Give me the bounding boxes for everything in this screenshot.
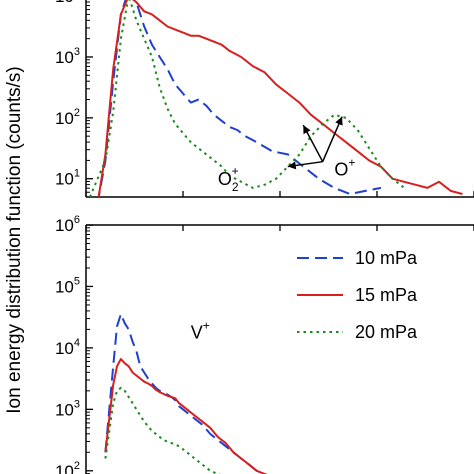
y-tick-exponent: 1	[74, 168, 80, 180]
annotation-superscript: +	[203, 319, 210, 333]
y-tick-label: 102	[55, 107, 80, 128]
legend-label: 10 mPa	[355, 248, 418, 268]
annotation-o2plus: O2+	[218, 164, 239, 194]
series-line-10-mpa	[97, 0, 382, 197]
y-tick-exponent: 3	[74, 398, 80, 410]
series-line-15-mpa	[104, 358, 268, 474]
annotation-oplus: O+	[334, 156, 355, 180]
y-tick-label: 102	[55, 460, 80, 474]
y-tick-exponent: 3	[74, 46, 80, 58]
arrow-shaft	[321, 116, 343, 162]
plot-area	[104, 313, 268, 474]
legend-label: 20 mPa	[355, 322, 418, 342]
y-tick-exponent: 4	[74, 337, 80, 349]
arrow-head	[303, 125, 311, 135]
y-tick-label: 105	[55, 275, 80, 296]
arrow-head	[335, 116, 343, 126]
top-panel: 101102103104O2+O+	[55, 0, 474, 198]
y-tick-exponent: 5	[74, 275, 80, 287]
series-line-20-mpa	[104, 386, 221, 474]
y-tick-exponent: 6	[74, 214, 80, 226]
arrow-head	[287, 161, 297, 170]
y-tick-label: 106	[55, 214, 80, 235]
y-tick-label: 104	[55, 337, 80, 358]
series-line-15-mpa	[97, 0, 463, 197]
y-axis-label: Ion energy distribution function (counts…	[4, 66, 25, 413]
y-tick-label: 104	[55, 0, 80, 6]
legend-label: 15 mPa	[355, 285, 418, 305]
annotation-superscript: +	[348, 156, 355, 170]
plot-area	[88, 0, 463, 197]
y-tick-label: 103	[55, 46, 80, 67]
annotation-vplus: V+	[191, 319, 210, 343]
annotation-superscript: +	[232, 164, 239, 178]
y-tick-exponent: 2	[74, 107, 80, 119]
series-line-10-mpa	[104, 313, 263, 474]
y-tick-exponent: 2	[74, 460, 80, 472]
bottom-panel: 102 103 104 105 106 V+	[55, 214, 474, 474]
series-line-20-mpa	[88, 0, 405, 197]
legend: 10 mPa 15 mPa 20 mPa	[297, 248, 418, 342]
annotation-subscript: 2	[232, 180, 239, 194]
y-tick-label: 103	[55, 398, 80, 419]
y-tick-label: 101	[55, 168, 80, 189]
